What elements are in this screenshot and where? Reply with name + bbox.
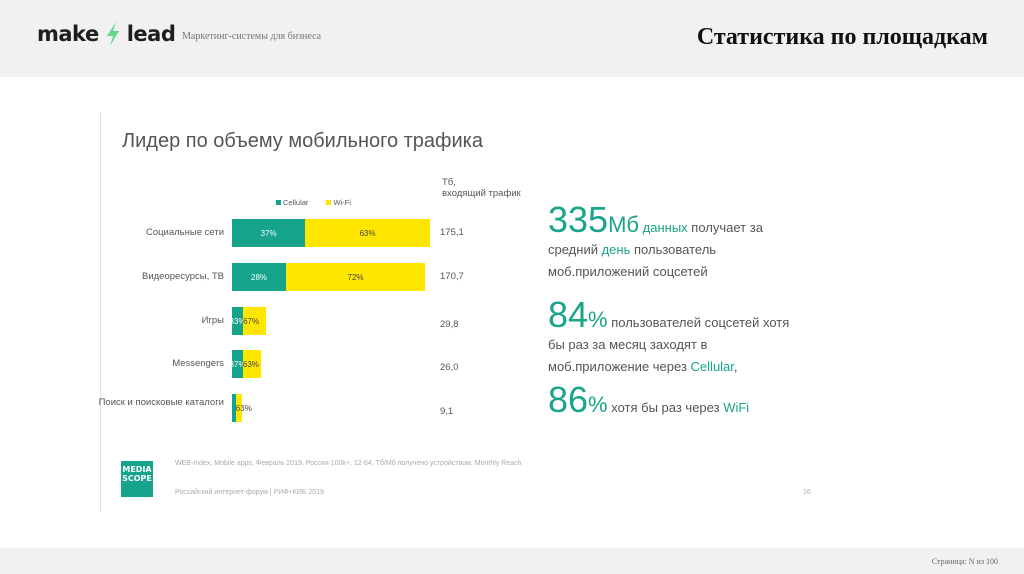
total-value-label: 170,7 (440, 271, 464, 282)
category-label: Игры (201, 315, 224, 326)
logo-text-right: lead (126, 22, 176, 46)
highlight-text: данных (642, 220, 688, 235)
bar-cellular: 37% (232, 219, 306, 247)
stat-number: 335 (548, 199, 609, 240)
stat-text: моб.приложение через (548, 359, 687, 374)
stats-panel: 335Мб данных получает за средний день по… (548, 202, 808, 419)
legend-wifi: Wi-Fi (326, 198, 351, 207)
makelead-logo: make lead (37, 22, 176, 46)
highlight-text: Cellular (690, 359, 734, 374)
header: make lead Маркетинг-системы для бизнеса … (0, 0, 1024, 77)
bar-wifi: 63% (305, 219, 430, 247)
stat-number: 84 (548, 294, 589, 335)
category-label: Социальные сети (145, 227, 224, 238)
slide-title: Лидер по объему мобильного трафика (122, 130, 483, 152)
stat-unit: % (588, 307, 608, 332)
category-label: Поиск и поисковые каталоги (98, 397, 224, 408)
slide-number: 16 (803, 489, 811, 496)
unit-label: Тб, входящий трафик (442, 177, 521, 199)
stat-text: пользователь (634, 242, 717, 257)
bar-cellular: 28% (232, 263, 287, 291)
unit-label-line1: Тб, (442, 177, 456, 188)
stat-text: пользователей соцсетей хотя (611, 315, 790, 330)
lightning-icon (106, 22, 119, 46)
total-value-label: 9,1 (440, 406, 454, 417)
stat-unit: Мб (608, 212, 640, 237)
highlight-text: день (601, 242, 631, 257)
stat-text: получает за (691, 220, 763, 235)
stat-86: 86% хотя бы раз через WiFi (548, 382, 808, 419)
stat-unit: % (588, 392, 608, 417)
stat-text: бы раз за месяц заходят в (548, 337, 708, 352)
bar-cellular: 33% (232, 307, 244, 335)
legend-swatch-cellular (276, 200, 281, 205)
category-label: Видеоресурсы, ТВ (142, 271, 224, 282)
event-label: Российский интернет-форум | РИФ+КИБ 2019 (175, 489, 324, 496)
legend-cellular: Cellular (276, 198, 308, 207)
page-title: Статистика по площадкам (696, 24, 988, 50)
footnote: WEB-Index, Mobile apps, Февраль 2019, Ро… (175, 460, 522, 467)
total-value-label: 29,8 (440, 319, 459, 330)
stat-number: 86 (548, 379, 589, 420)
stat-text: средний (548, 242, 598, 257)
stat-text: моб.приложений соцсетей (548, 264, 708, 279)
bar-wifi: 63% (235, 394, 252, 422)
category-label: Messengers (172, 358, 224, 369)
unit-label-line2: входящий трафик (442, 188, 521, 199)
tagline: Маркетинг-системы для бизнеса (182, 31, 322, 42)
legend-label-cellular: Cellular (283, 198, 309, 207)
bar-cellular: 37% (232, 350, 243, 378)
stat-text: , (733, 359, 738, 374)
total-value-label: 175,1 (440, 227, 464, 238)
bar-wifi: 72% (286, 263, 426, 291)
stat-84: 84% пользователей соцсетей хотя бы раз з… (548, 297, 808, 378)
slide-image (100, 112, 820, 512)
legend-swatch-wifi (326, 200, 332, 205)
bar-wifi: 67% (243, 307, 266, 335)
legend-label-wifi: Wi-Fi (333, 198, 351, 207)
mediascope-logo: MEDIA SCOPE (121, 461, 153, 497)
chart-legend: Cellular Wi-Fi (276, 198, 351, 207)
highlight-text: WiFi (723, 400, 750, 415)
bar-cellular (232, 394, 236, 422)
bar-wifi: 63% (242, 350, 262, 378)
logo-text-left: make (37, 22, 99, 46)
footer (0, 548, 1024, 574)
page-indicator: Страница: N из 100 (931, 557, 998, 566)
total-value-label: 26,0 (440, 362, 459, 373)
stat-335: 335Мб данных получает за средний день по… (548, 202, 808, 283)
stat-text: хотя бы раз через (611, 400, 720, 415)
